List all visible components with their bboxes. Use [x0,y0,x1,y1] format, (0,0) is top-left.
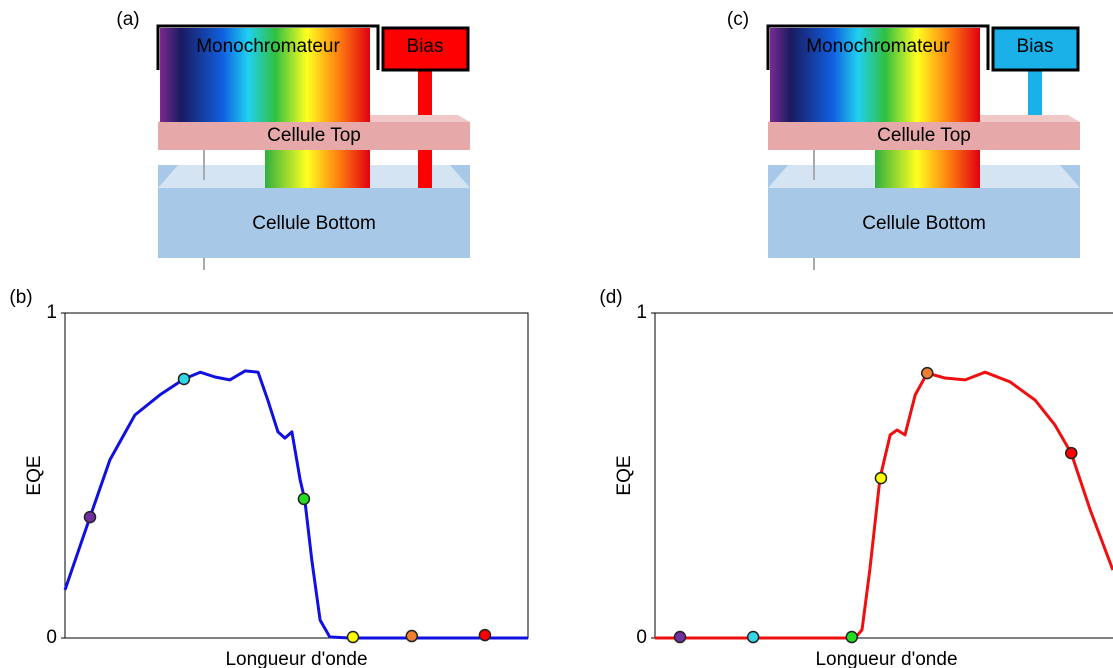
line [63,369,528,640]
top-cell [768,122,1080,150]
panel-label: (d) [599,287,622,308]
chart: (d) 0 1 EQE Longueur d'onde [599,287,1113,668]
marker [874,471,888,485]
top-cell-label: Cellule Top [267,125,361,146]
marker [478,628,492,642]
marker [405,629,419,643]
bias-label: Bias [407,36,444,57]
marker [1064,446,1078,460]
y-tick-label: 1 [46,302,57,323]
y-tick-label: 0 [46,627,57,648]
x-axis-label: Longueur d'onde [815,649,957,668]
marker [83,510,97,524]
marker [845,630,859,644]
line [655,370,1113,640]
source-frame [766,24,990,70]
panel-label: (a) [116,9,139,30]
panel-label: (b) [9,287,32,308]
canvas: (a) Cellule Bottom Cellule Top Monochromate… [9,9,1113,668]
marker [346,630,360,644]
diagram: (a) Cellule Bottom Cellule Top Monochromate… [116,9,470,270]
source-label: Monochromateur [196,36,340,57]
panel-label: (c) [727,9,749,30]
source-label: Monochromateur [806,36,950,57]
bias-beam [1028,70,1042,120]
marker [297,492,311,506]
diagram: (c) Cellule Bottom Cellule Top Monochromate… [727,9,1080,270]
marker [920,366,934,380]
source-frame [156,24,380,70]
y-axis-label: EQE [614,455,635,495]
top-cell-label: Cellule Top [877,125,971,146]
bias-label: Bias [1017,36,1054,57]
top-cell [158,122,470,150]
y-axis-label: EQE [24,455,45,495]
plot-frame [64,312,529,639]
x-axis-label: Longueur d'onde [225,649,367,668]
bias-box [381,26,470,72]
marker [177,372,191,386]
y-tick-label: 1 [636,302,647,323]
bottom-cell-label: Cellule Bottom [862,213,986,234]
plot-frame [654,312,1113,639]
spectrum [160,28,370,122]
marker [746,630,760,644]
bottom-cell-label: Cellule Bottom [252,213,376,234]
bias-box [991,26,1080,72]
chart: (b) 0 1 EQE Longueur d'onde [9,287,529,668]
y-tick-label: 0 [636,627,647,648]
marker [673,630,687,644]
spectrum [770,28,980,122]
